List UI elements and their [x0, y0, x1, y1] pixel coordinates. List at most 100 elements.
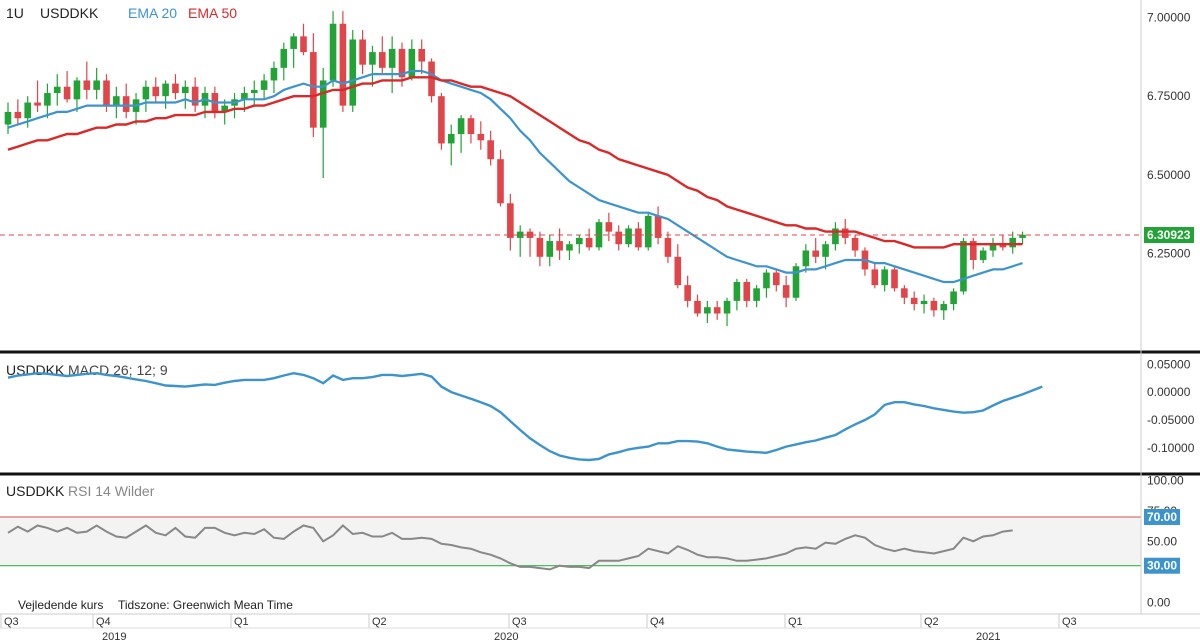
rsi-upper-label: 70.00 — [1147, 510, 1177, 524]
candle-body — [733, 282, 741, 301]
price-tick-label: 6.25000 — [1147, 247, 1191, 261]
candle-body — [398, 48, 406, 78]
candle-body — [63, 86, 71, 100]
candle-body — [260, 80, 268, 90]
rsi-neutral-band — [0, 516, 1141, 566]
interval-label: 1U — [6, 5, 24, 21]
ema50-line — [7, 76, 1023, 249]
rsi-upper-badge — [1144, 508, 1180, 525]
macd-y-axis: 0.05000 0.00000 -0.05000 -0.10000 — [1147, 357, 1195, 454]
last-price-badge — [1144, 227, 1194, 244]
candle-body — [763, 272, 770, 289]
candle-body — [635, 228, 642, 248]
rsi-panel[interactable]: USDDKK RSI 14 Wilder 100.0075.0050.000.0… — [0, 473, 1184, 609]
rsi-tick-label: 0.00 — [1147, 595, 1171, 609]
candle-body — [792, 266, 800, 298]
candle-body — [654, 215, 662, 238]
quarter-label: Q3 — [1062, 616, 1077, 628]
candle-body — [930, 300, 938, 311]
year-label: 2019 — [102, 631, 126, 643]
candle-body — [300, 36, 307, 53]
candle-body — [546, 241, 554, 257]
macd-panel[interactable]: USDDKK MACD 26; 12; 9 0.050000.00000-0.0… — [6, 357, 1195, 462]
candle-body — [940, 304, 948, 311]
candle-body — [310, 52, 317, 128]
price-y-axis: 7.00000 6.75000 6.50000 6.25000 — [1147, 10, 1191, 260]
candle-body — [103, 80, 110, 106]
candle-body — [851, 237, 859, 251]
candle-body — [566, 244, 573, 251]
candle-body — [812, 250, 819, 257]
candle-body — [1019, 234, 1026, 238]
candle-body — [605, 222, 613, 232]
candle-body — [44, 93, 51, 106]
candle-body — [556, 241, 563, 251]
ema20-line — [7, 69, 1023, 284]
candle-body — [664, 237, 672, 257]
candle-body — [507, 203, 514, 238]
candle-body — [999, 244, 1007, 248]
candle-body — [713, 307, 721, 314]
rsi-lower-badge — [1144, 557, 1180, 574]
candle-body — [773, 272, 780, 286]
rsi-symbol: USDDKK — [6, 483, 65, 499]
candle-body — [694, 300, 701, 314]
candle-body — [73, 80, 81, 100]
candle-body — [950, 291, 957, 305]
candle-body — [753, 288, 760, 301]
price-tick-label: 6.75000 — [1147, 89, 1191, 103]
candle-body — [822, 244, 829, 257]
rsi-title: RSI 14 Wilder — [68, 483, 155, 499]
candle-body — [349, 39, 357, 106]
time-axis[interactable]: Q3 Q4 Q1 Q2 Q3 Q4 Q1 Q2 Q3 2019 2020 2021 — [0, 613, 1200, 643]
rsi-tick-label: 100.00 — [1147, 473, 1184, 487]
macd-line — [7, 371, 1043, 462]
candle-body — [723, 300, 731, 314]
candle-body — [674, 256, 682, 286]
rsi-tick-label: 50.00 — [1147, 534, 1177, 548]
candle-body — [438, 96, 445, 144]
macd-tick-label: 0.00000 — [1147, 385, 1191, 399]
candle-body — [172, 83, 179, 94]
candle-body — [53, 86, 61, 94]
candle-body — [684, 285, 691, 301]
candle-body — [339, 23, 347, 106]
candle-body — [241, 93, 248, 100]
ema50-legend: EMA 50 — [188, 5, 237, 21]
last-price-label: 6.30923 — [1147, 228, 1191, 242]
candle-body — [162, 83, 169, 97]
candle-body — [221, 105, 228, 112]
quarter-label: Q4 — [650, 616, 665, 628]
candle-body — [625, 228, 632, 245]
candle-body — [369, 52, 376, 65]
candle-body — [871, 269, 879, 286]
candle-body — [467, 118, 475, 134]
candle-body — [644, 215, 652, 248]
quarter-label: Q2 — [372, 616, 387, 628]
macd-tick-label: -0.05000 — [1147, 413, 1195, 427]
candle-body — [329, 23, 337, 81]
candle-body — [576, 237, 583, 245]
candle-body — [782, 285, 790, 298]
price-panel[interactable]: 1U USDDKK EMA 20 EMA 50 7.00000 6.75000 6.… — [0, 5, 1194, 327]
candle-body — [428, 61, 435, 97]
candle-body — [142, 86, 150, 100]
candle-body — [113, 96, 120, 106]
candle-body — [516, 231, 524, 238]
candle-body — [585, 237, 593, 248]
candle-body — [14, 111, 22, 119]
candle-body — [447, 133, 455, 144]
candle-body — [487, 140, 494, 160]
candle-body — [910, 297, 918, 305]
candle-body — [832, 228, 839, 245]
year-label: 2021 — [976, 631, 1000, 643]
candle-body — [841, 228, 849, 238]
candle-body — [536, 237, 544, 257]
macd-tick-label: 0.05000 — [1147, 357, 1191, 371]
symbol-label: USDDKK — [40, 5, 99, 21]
candle-body — [802, 250, 810, 267]
candle-body — [418, 48, 425, 62]
candlestick-series — [4, 11, 1026, 327]
candle-body — [182, 86, 189, 94]
